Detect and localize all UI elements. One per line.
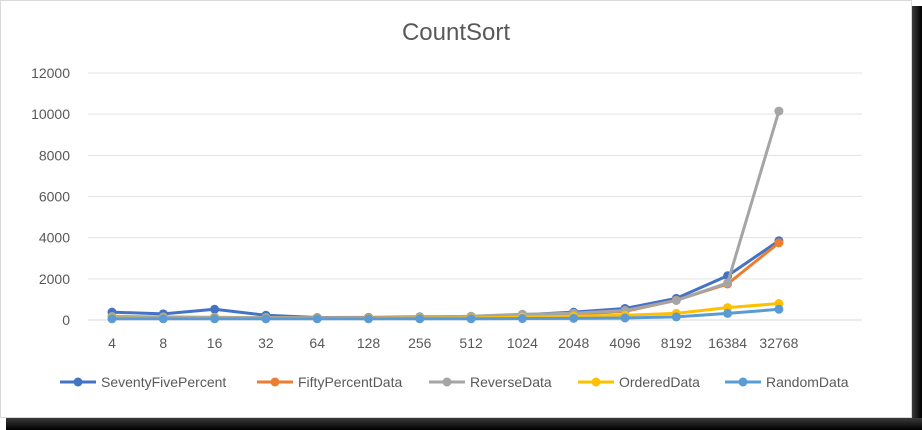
data-point [620, 313, 630, 323]
x-tick-label: 16 [207, 335, 223, 351]
y-tick-label: 2000 [39, 271, 70, 287]
data-point [517, 314, 527, 324]
x-tick-label: 512 [459, 335, 483, 351]
data-point [774, 106, 784, 116]
y-tick-label: 10000 [31, 106, 70, 122]
chart-frame [0, 0, 912, 418]
data-point [107, 314, 117, 324]
x-tick-label: 4096 [609, 335, 640, 351]
x-tick-label: 32768 [759, 335, 798, 351]
data-point [312, 314, 322, 324]
legend-swatch-marker [73, 377, 83, 387]
y-tick-label: 4000 [39, 230, 70, 246]
legend-label: ReverseData [470, 374, 552, 390]
legend-label: RandomData [766, 374, 849, 390]
data-point [364, 314, 373, 324]
x-tick-label: 8192 [661, 335, 692, 351]
legend-swatch-marker [738, 377, 748, 387]
x-tick-label: 128 [357, 335, 381, 351]
data-point [569, 313, 579, 323]
data-point [415, 314, 425, 324]
gridlines [88, 72, 862, 321]
legend-label: FiftyPercentData [298, 374, 402, 390]
y-tick-label: 8000 [39, 147, 70, 163]
countsort-line-chart: CountSort 0 2000 4000 6000 8000 10000 12000 4 8… [31, 19, 862, 390]
data-point [774, 304, 784, 314]
legend-item: ReverseData [429, 374, 552, 390]
y-tick-label: 0 [62, 312, 70, 328]
legend-item: OrderedData [578, 374, 700, 390]
x-tick-label: 16384 [708, 335, 747, 351]
series-RandomData [107, 304, 784, 324]
y-tick-label: 6000 [39, 189, 70, 205]
legend: SeventyFivePercent FiftyPercentData Revers… [60, 374, 849, 390]
legend-swatch-marker [591, 377, 601, 387]
x-tick-label: 8 [159, 335, 167, 351]
series-line [110, 307, 781, 321]
data-point [671, 312, 681, 322]
legend-swatch-marker [442, 377, 452, 387]
x-tick-label: 1024 [507, 335, 538, 351]
data-point [671, 295, 681, 305]
x-axis-tick-labels: 4 8 16 32 64 128 256 512 1024 2048 4096 8192 16384 32… [108, 335, 798, 351]
legend-label: OrderedData [619, 374, 700, 390]
y-tick-label: 12000 [31, 65, 70, 81]
x-tick-label: 4 [108, 335, 116, 351]
x-tick-label: 256 [408, 335, 432, 351]
legend-label: SeventyFivePercent [101, 374, 226, 390]
data-point [774, 238, 784, 248]
data-point [723, 308, 733, 318]
frame-shadow-bottom [6, 418, 922, 430]
series-ReverseData [107, 106, 784, 323]
legend-item: FiftyPercentData [257, 374, 402, 390]
y-axis-tick-labels: 0 2000 4000 6000 8000 10000 12000 [31, 65, 70, 328]
data-point [466, 314, 476, 324]
legend-item: SeventyFivePercent [60, 374, 226, 390]
frame-shadow-right [912, 6, 922, 430]
x-tick-label: 2048 [558, 335, 589, 351]
series-lines [107, 106, 784, 324]
data-point [210, 304, 220, 314]
series-line [110, 109, 781, 320]
x-tick-label: 32 [258, 335, 274, 351]
data-point [261, 314, 271, 324]
data-point [158, 314, 168, 324]
x-tick-label: 64 [309, 335, 325, 351]
chart-title: CountSort [402, 19, 510, 46]
data-point [210, 314, 220, 324]
legend-item: RandomData [725, 374, 849, 390]
legend-swatch-marker [270, 377, 280, 387]
data-point [723, 278, 733, 288]
